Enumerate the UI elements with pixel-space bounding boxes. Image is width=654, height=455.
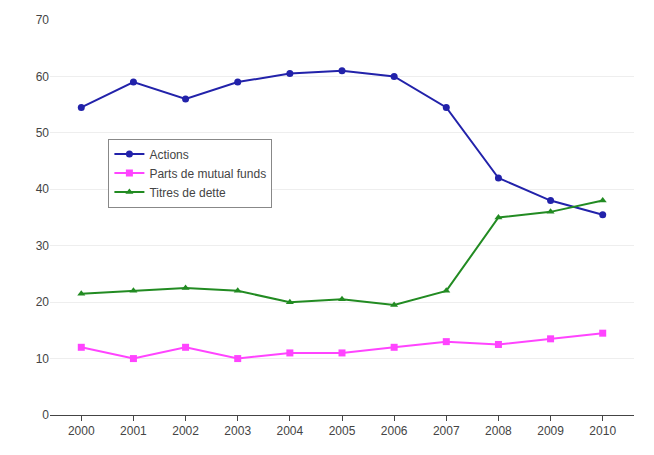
svg-text:50: 50 — [36, 126, 50, 140]
svg-text:30: 30 — [36, 239, 50, 253]
svg-text:2009: 2009 — [537, 424, 564, 438]
svg-text:2010: 2010 — [589, 424, 616, 438]
svg-text:2008: 2008 — [485, 424, 512, 438]
svg-text:2005: 2005 — [329, 424, 356, 438]
svg-text:2006: 2006 — [381, 424, 408, 438]
svg-text:Parts de mutual funds: Parts de mutual funds — [149, 167, 266, 181]
svg-text:60: 60 — [36, 70, 50, 84]
svg-text:2003: 2003 — [224, 424, 251, 438]
svg-text:20: 20 — [36, 295, 50, 309]
svg-text:Titres de dette: Titres de dette — [149, 186, 226, 200]
svg-text:2001: 2001 — [120, 424, 147, 438]
svg-text:10: 10 — [36, 352, 50, 366]
svg-text:0: 0 — [42, 408, 49, 422]
svg-text:40: 40 — [36, 182, 50, 196]
svg-text:70: 70 — [36, 13, 50, 27]
svg-text:2004: 2004 — [277, 424, 304, 438]
svg-text:2002: 2002 — [172, 424, 199, 438]
svg-text:2000: 2000 — [68, 424, 95, 438]
svg-text:2007: 2007 — [433, 424, 460, 438]
svg-text:Actions: Actions — [149, 148, 188, 162]
